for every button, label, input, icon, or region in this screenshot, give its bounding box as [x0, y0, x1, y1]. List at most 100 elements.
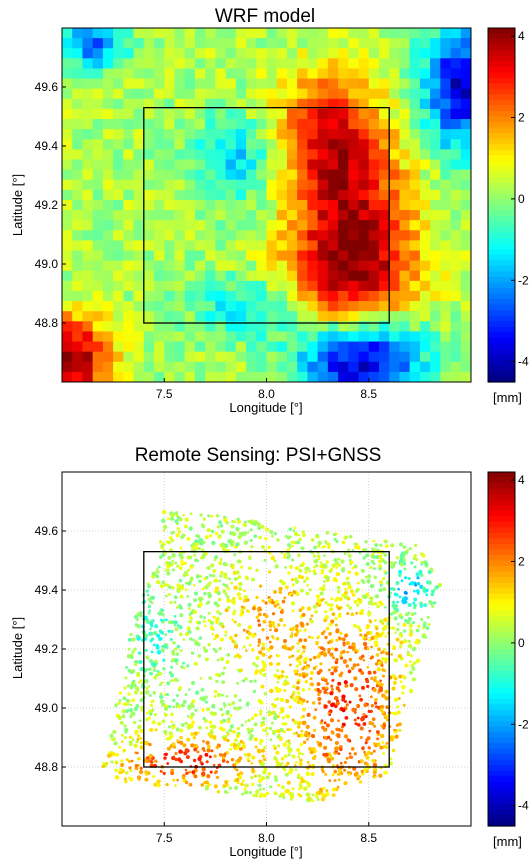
heatmap-cell	[409, 58, 421, 69]
scatter-point	[196, 534, 201, 539]
heatmap-cell	[123, 68, 135, 80]
scatter-point	[392, 681, 397, 685]
heatmap-cell	[358, 139, 370, 150]
scatter-point	[228, 577, 232, 581]
scatter-point	[391, 711, 395, 715]
heatmap-cell	[164, 129, 175, 140]
scatter-point	[200, 783, 204, 787]
heatmap-cell	[225, 98, 237, 110]
psi-colorbar-segment	[488, 748, 515, 755]
scatter-point	[143, 636, 148, 641]
scatter-point	[374, 697, 378, 702]
scatter-point	[378, 588, 383, 593]
scatter-point	[295, 664, 299, 668]
scatter-point	[178, 749, 183, 754]
heatmap-cell	[368, 301, 380, 312]
heatmap-cell	[368, 98, 380, 110]
heatmap-cell	[72, 210, 83, 221]
scatter-point	[167, 517, 170, 521]
heatmap-cell	[82, 169, 94, 181]
scatter-point	[191, 680, 196, 686]
psi-colorbar-segment	[488, 649, 515, 656]
heatmap-cell	[143, 240, 155, 252]
heatmap-cell	[225, 169, 237, 181]
scatter-point	[302, 533, 306, 538]
scatter-point	[145, 690, 150, 695]
heatmap-cell	[338, 250, 349, 262]
wrf-colorbar-segment	[488, 326, 515, 333]
scatter-point	[259, 792, 263, 796]
heatmap-cell	[256, 159, 267, 171]
heatmap-cell	[450, 270, 462, 282]
scatter-point	[376, 604, 381, 609]
heatmap-cell	[256, 169, 267, 181]
heatmap-cell	[235, 179, 247, 191]
heatmap-cell	[246, 311, 257, 322]
scatter-point	[269, 738, 273, 742]
scatter-point	[315, 594, 321, 599]
heatmap-cell	[317, 48, 329, 59]
heatmap-cell	[164, 331, 175, 343]
scatter-point	[308, 687, 311, 691]
scatter-point	[393, 616, 398, 621]
scatter-point	[230, 758, 235, 762]
scatter-point	[137, 724, 142, 729]
scatter-point	[202, 517, 206, 521]
heatmap-cell	[317, 371, 329, 383]
scatter-point	[203, 719, 208, 723]
heatmap-cell	[102, 311, 114, 322]
scatter-point	[360, 716, 366, 721]
heatmap-cell	[164, 119, 175, 130]
scatter-point	[188, 526, 193, 531]
heatmap-cell	[215, 119, 227, 130]
heatmap-cell	[399, 301, 411, 312]
scatter-point	[152, 643, 156, 647]
heatmap-cell	[113, 179, 124, 191]
heatmap-cell	[358, 98, 370, 110]
heatmap-cell	[194, 189, 206, 201]
wrf-colorbar-segment	[488, 39, 515, 46]
scatter-point	[335, 596, 340, 601]
scatter-point	[264, 527, 269, 532]
heatmap-cell	[286, 58, 298, 69]
heatmap-cell	[276, 189, 288, 201]
heatmap-cell	[123, 189, 135, 201]
scatter-point	[238, 531, 243, 537]
heatmap-cell	[235, 361, 247, 373]
heatmap-cell	[460, 58, 472, 69]
heatmap-cell	[235, 139, 247, 150]
heatmap-cell	[164, 321, 175, 332]
scatter-point	[192, 758, 197, 763]
scatter-point	[288, 741, 292, 745]
scatter-point	[228, 728, 233, 733]
heatmap-cell	[225, 78, 237, 90]
scatter-point	[144, 777, 149, 782]
heatmap-cell	[409, 38, 421, 49]
heatmap-cell	[317, 98, 329, 110]
scatter-point	[172, 678, 177, 682]
heatmap-cell	[399, 270, 411, 282]
heatmap-cell	[82, 220, 94, 231]
scatter-point	[383, 560, 388, 565]
scatter-point	[226, 738, 230, 743]
scatter-point	[301, 752, 305, 756]
heatmap-cell	[327, 270, 339, 282]
scatter-point	[380, 631, 385, 636]
heatmap-cell	[82, 38, 94, 49]
scatter-point	[300, 546, 305, 551]
scatter-point	[407, 644, 413, 649]
scatter-point	[372, 749, 376, 753]
scatter-point	[159, 692, 163, 695]
scatter-point	[251, 755, 256, 760]
wrf-colorbar-segment	[488, 50, 515, 57]
scatter-point	[120, 759, 124, 763]
scatter-point	[233, 520, 236, 524]
scatter-point	[114, 768, 118, 772]
scatter-point	[331, 665, 335, 670]
psi-colorbar-segment	[488, 759, 515, 766]
scatter-point	[186, 737, 191, 742]
heatmap-cell	[297, 78, 308, 90]
heatmap-cell	[102, 240, 114, 252]
scatter-point	[170, 531, 174, 535]
scatter-point	[419, 573, 424, 577]
